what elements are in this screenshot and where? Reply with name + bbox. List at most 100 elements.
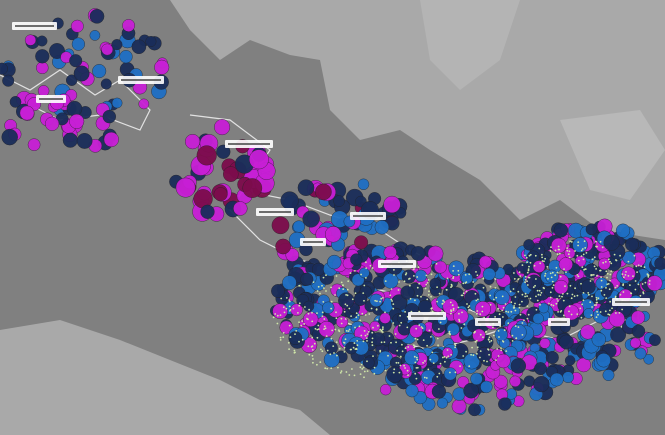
dense-point bbox=[609, 279, 611, 282]
dense-point bbox=[311, 311, 313, 314]
dense-point bbox=[438, 328, 440, 330]
dense-point bbox=[477, 298, 479, 301]
dense-point bbox=[357, 314, 360, 316]
dense-point bbox=[552, 284, 555, 286]
dense-point bbox=[527, 313, 530, 316]
dense-point bbox=[554, 249, 557, 252]
dense-point bbox=[288, 305, 291, 308]
dense-point bbox=[333, 352, 335, 354]
dense-point bbox=[427, 279, 430, 281]
dense-point bbox=[365, 267, 368, 269]
dense-point bbox=[457, 269, 460, 272]
dense-point bbox=[637, 264, 640, 267]
dense-point bbox=[619, 254, 621, 257]
dense-point bbox=[500, 349, 503, 352]
data-point bbox=[76, 132, 93, 149]
light-region bbox=[0, 320, 330, 435]
dense-point bbox=[324, 367, 327, 370]
dense-point bbox=[426, 298, 429, 301]
data-point bbox=[580, 279, 596, 295]
dense-point bbox=[581, 266, 584, 268]
dense-point bbox=[319, 292, 321, 295]
data-point bbox=[646, 275, 663, 292]
dense-point bbox=[343, 351, 346, 353]
dense-point bbox=[495, 296, 498, 299]
data-point bbox=[510, 324, 527, 341]
dense-point bbox=[544, 257, 546, 260]
dense-point bbox=[408, 278, 410, 280]
dense-point bbox=[380, 341, 383, 344]
dense-point bbox=[576, 313, 579, 315]
dense-point bbox=[366, 370, 369, 372]
dense-point bbox=[441, 310, 443, 312]
dense-point bbox=[629, 284, 631, 286]
dense-point bbox=[593, 265, 596, 268]
dense-point bbox=[353, 342, 356, 344]
data-point bbox=[69, 54, 83, 68]
dense-point bbox=[335, 317, 338, 320]
dense-point bbox=[521, 334, 524, 336]
dense-point bbox=[596, 301, 598, 304]
dense-point bbox=[414, 337, 417, 340]
dense-point bbox=[347, 280, 350, 283]
data-point bbox=[70, 19, 84, 33]
dense-point bbox=[330, 300, 333, 303]
data-point bbox=[73, 65, 90, 82]
dense-point bbox=[371, 341, 373, 344]
dense-point bbox=[607, 313, 610, 316]
data-point bbox=[538, 302, 549, 314]
dense-point bbox=[514, 325, 517, 327]
dense-point bbox=[585, 252, 588, 254]
dense-point bbox=[415, 327, 418, 330]
dense-point bbox=[276, 322, 279, 325]
dense-point bbox=[321, 311, 324, 314]
dense-point bbox=[452, 265, 455, 267]
data-point bbox=[386, 366, 403, 383]
dense-point bbox=[317, 328, 320, 330]
dense-point bbox=[524, 281, 526, 284]
data-point bbox=[111, 97, 123, 109]
dense-point bbox=[383, 341, 386, 343]
dense-point bbox=[633, 254, 636, 257]
dense-point bbox=[430, 336, 432, 338]
dense-point bbox=[363, 299, 365, 302]
dense-point bbox=[414, 361, 417, 364]
dense-point bbox=[330, 367, 333, 370]
dense-point bbox=[366, 360, 368, 363]
dense-point bbox=[413, 275, 415, 277]
dense-point bbox=[365, 261, 367, 264]
data-point bbox=[354, 235, 369, 250]
dense-point bbox=[597, 297, 600, 300]
dense-point bbox=[424, 287, 427, 290]
data-point bbox=[282, 275, 297, 291]
data-point bbox=[222, 166, 239, 182]
dense-point bbox=[479, 313, 482, 316]
dense-point bbox=[379, 328, 382, 331]
dense-point bbox=[373, 372, 376, 375]
dense-point bbox=[465, 350, 467, 353]
data-point bbox=[271, 216, 290, 235]
data-point bbox=[583, 308, 594, 319]
data-point bbox=[89, 30, 101, 41]
dense-point bbox=[535, 278, 537, 280]
dense-point bbox=[566, 249, 569, 252]
dense-point bbox=[311, 354, 314, 357]
data-point bbox=[324, 341, 338, 355]
data-point bbox=[630, 337, 641, 349]
dense-point bbox=[392, 303, 395, 305]
data-point bbox=[271, 284, 285, 298]
dense-point bbox=[518, 271, 521, 274]
data-point bbox=[427, 245, 444, 262]
dense-point bbox=[382, 328, 384, 330]
dense-point bbox=[439, 362, 442, 365]
dense-point bbox=[288, 348, 290, 350]
data-point bbox=[131, 39, 147, 55]
dense-point bbox=[502, 316, 504, 318]
dense-point bbox=[600, 286, 603, 288]
dense-point bbox=[562, 293, 564, 295]
data-point bbox=[9, 96, 22, 108]
dense-point bbox=[568, 256, 571, 259]
dense-point bbox=[459, 365, 461, 368]
dense-point bbox=[644, 281, 647, 284]
